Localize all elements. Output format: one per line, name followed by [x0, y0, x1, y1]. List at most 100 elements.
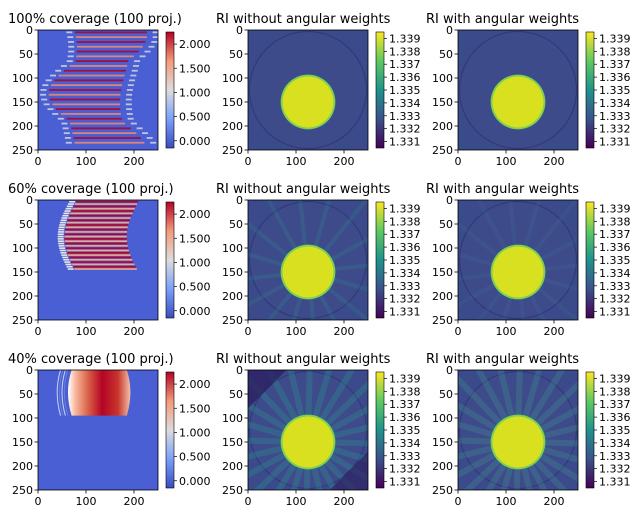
stripe-edge — [42, 84, 49, 87]
y-tick-label: 200 — [222, 290, 243, 303]
x-tick-label: 0 — [245, 325, 252, 338]
y-tick-label: 150 — [12, 436, 33, 449]
colorbar-gradient — [375, 201, 385, 319]
stripe-edge — [59, 221, 66, 224]
object-disk — [492, 416, 544, 468]
stripe-edge — [58, 226, 65, 229]
colorbar-tick-label: 1.335 — [599, 84, 631, 97]
x-tick-label: 100 — [496, 325, 517, 338]
stripe-edge — [125, 103, 132, 106]
y-tick-label: 200 — [222, 460, 243, 473]
stripe-edge — [148, 45, 155, 48]
stripe-edge — [67, 268, 74, 270]
stripe-edge — [61, 217, 68, 219]
stripe-edge — [62, 214, 69, 217]
projection-stripe — [73, 137, 141, 139]
object-disk — [282, 246, 334, 298]
projection-stripe — [73, 205, 136, 208]
subplot-3-1: 40% coverage (100 proj.)0 100 200050100150… — [8, 352, 211, 508]
stripe-edge — [47, 108, 54, 111]
stripe-edge — [127, 84, 134, 87]
y-tick-label: 150 — [222, 266, 243, 279]
colorbar-tick-label: 1.333 — [389, 280, 421, 293]
colorbar-tick-label: 1.331 — [599, 476, 631, 489]
y-tick-label: 0 — [236, 24, 243, 37]
colorbar: 0.000 0.500 1.000 1.500 2.000 — [165, 371, 211, 489]
projection-stripe — [76, 50, 139, 53]
y-tick-label: 100 — [432, 412, 453, 425]
panel-title: 100% coverage (100 proj.) — [8, 12, 182, 27]
stripe-edge — [52, 113, 59, 115]
projection-stripe — [56, 108, 121, 111]
x-tick-label: 200 — [124, 155, 145, 168]
y-tick-label: 0 — [236, 194, 243, 207]
y-tick-label: 100 — [222, 242, 243, 255]
stripe-edge — [40, 89, 47, 91]
projection-stripe — [65, 226, 128, 229]
y-tick-label: 100 — [432, 242, 453, 255]
panel-title: RI without angular weights — [216, 12, 391, 27]
y-tick-label: 150 — [12, 266, 33, 279]
stripe-edge — [126, 113, 133, 115]
stripe-edge — [142, 132, 149, 135]
colorbar-tick-label: 1.334 — [599, 267, 631, 280]
image — [458, 370, 578, 490]
colorbar-tick-label: 1.336 — [599, 71, 631, 84]
colorbar-tick-label: 1.336 — [389, 71, 421, 84]
y-tick-label: 0 — [26, 194, 33, 207]
object-disk — [282, 416, 334, 468]
colorbar-tick-label: 1.337 — [389, 228, 421, 241]
colorbar-tick-label: 1.336 — [599, 411, 631, 424]
y-tick-label: 50 — [229, 218, 243, 231]
y-tick-label: 250 — [222, 484, 243, 497]
projection-stripe — [69, 65, 128, 67]
y-tick-label: 100 — [12, 412, 33, 425]
projection-stripe — [67, 252, 130, 254]
colorbar-tick-label: 1.000 — [179, 86, 211, 99]
y-tick-label: 0 — [446, 364, 453, 377]
colorbar-gradient — [585, 201, 595, 319]
colorbar-tick-label: 1.338 — [389, 215, 421, 228]
stripe-edge — [59, 249, 66, 252]
colorbar-tick-label: 1.332 — [389, 293, 421, 306]
y-tick-label: 250 — [12, 314, 33, 327]
stripe-edge — [134, 60, 141, 63]
stripe-edge — [67, 36, 74, 39]
y-tick-label: 0 — [26, 364, 33, 377]
projection-stripe — [65, 224, 129, 226]
projection-stripe — [58, 74, 125, 77]
projection-stripe — [75, 200, 139, 203]
colorbar-tick-label: 1.337 — [599, 58, 631, 71]
dark-wedge — [329, 451, 368, 490]
colorbar-tick-label: 1.337 — [599, 398, 631, 411]
y-tick-label: 250 — [12, 484, 33, 497]
projection-stripe — [69, 214, 132, 217]
axes-frame — [457, 29, 579, 151]
y-tick-label: 50 — [229, 48, 243, 61]
colorbar-tick-label: 1.334 — [389, 267, 421, 280]
axes-frame — [37, 199, 159, 321]
colorbar-tick-label: 1.332 — [599, 293, 631, 306]
colorbar-tick-label: 1.332 — [389, 463, 421, 476]
stripe-edge — [144, 50, 151, 53]
x-tick-label: 100 — [76, 325, 97, 338]
panel-title: 40% coverage (100 proj.) — [8, 352, 174, 367]
y-tick-label: 50 — [19, 218, 33, 231]
y-tick-label: 0 — [236, 364, 243, 377]
image — [458, 30, 578, 150]
fringe — [56, 370, 62, 416]
stripe-edge — [62, 256, 69, 259]
colorbar-tick-label: 1.500 — [179, 402, 211, 415]
colorbar-gradient — [165, 371, 175, 489]
colorbar-tick-label: 1.000 — [179, 426, 211, 439]
stripe-edge — [66, 31, 73, 34]
stripe-edge — [150, 141, 157, 144]
stripe-edge — [130, 74, 137, 77]
stripe-edge — [63, 258, 70, 261]
axes-frame — [247, 29, 369, 151]
y-tick-label: 250 — [12, 144, 33, 157]
stripe-edge — [58, 228, 65, 231]
axes-frame — [247, 199, 369, 321]
